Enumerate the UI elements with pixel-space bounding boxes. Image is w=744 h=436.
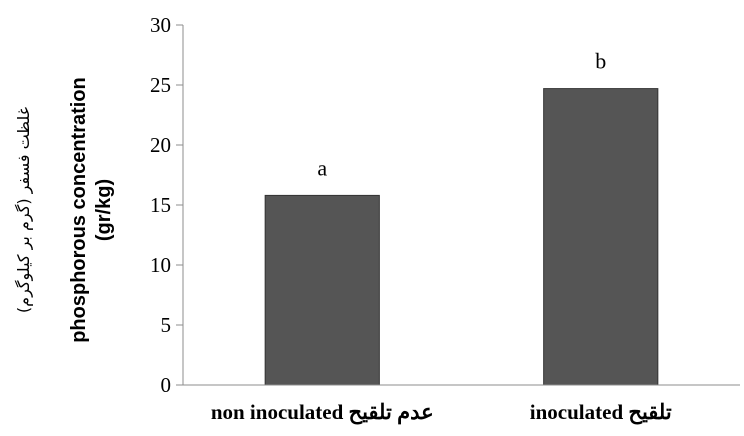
bar-data-label: a [317,155,327,180]
x-category-label: inoculated تلقیح [530,400,672,425]
y-axis: 0 5 10 15 20 25 30 [150,13,184,397]
y-tick-label: 30 [150,13,171,37]
y-axis-label-line1: phosphorous concentration [68,77,90,343]
x-axis: non inoculated عدم تلقیح inoculated تلقیح [183,384,740,425]
y-tick-label: 5 [161,313,172,337]
y-tick-label: 15 [150,193,171,217]
bar [264,194,380,386]
y-tick-label: 0 [161,373,172,397]
y-tick-label: 20 [150,133,171,157]
y-tick-label: 10 [150,253,171,277]
y-axis-label-line2: (gr/kg) [93,179,115,241]
x-category-label: non inoculated عدم تلقیح [211,400,434,425]
bar-data-label: b [595,49,606,74]
bars: ab [264,49,659,386]
y-tick-label: 25 [150,73,171,97]
bar [543,88,659,386]
y-axis-label-persian: غلظت فسفر (گرم بر کیلوگرم) [14,107,34,313]
